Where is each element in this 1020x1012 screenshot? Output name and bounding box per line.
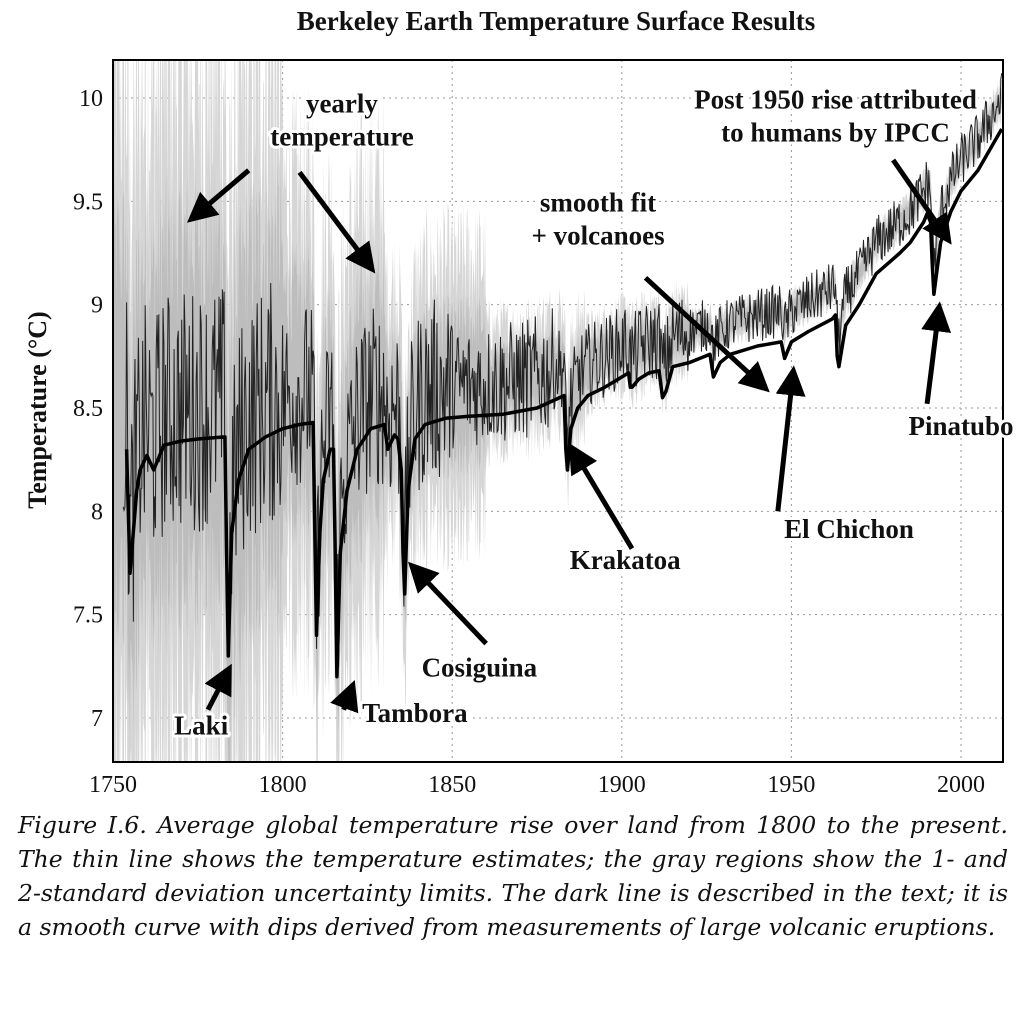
annotation-arrow [643,275,770,393]
x-tick-label: 1950 [767,772,815,798]
annotation-label: Krakatoa [570,545,681,575]
annotation-arrow [408,561,488,646]
x-tick-label: 1850 [428,772,476,798]
annotation-arrow [568,442,635,550]
annotation-halo: to humans by IPCC [721,117,950,147]
annotation-arrow [921,301,952,405]
y-tick-label: 7.5 [73,603,103,629]
annotation-halo: Cosiguina [422,653,538,683]
figure-caption: Figure I.6. Average global temperature r… [18,811,1008,941]
annotation-halo: Tambora [362,698,468,728]
annotation-halo: Laki [174,711,229,741]
annotation-arrow [186,168,251,223]
y-axis-label: Temperature (°C) [23,311,52,508]
y-tick-label: 10 [79,86,103,112]
annotation-label: to humans by IPCC [721,117,950,147]
y-tick-label: 9.5 [73,189,103,215]
y-tick-label: 7 [91,706,103,732]
chart-figure: Berkeley Earth Temperature Surface Resul… [23,6,1014,798]
annotation-arrow [297,170,376,274]
annotation-arrow [330,679,359,714]
annotation-label: yearly [306,88,378,118]
plot-frame [112,59,1004,763]
annotation-arrow [204,663,232,711]
annotation-label: Laki [174,711,229,741]
plot-area [113,60,1003,762]
chart-title: Berkeley Earth Temperature Surface Resul… [297,6,815,36]
annotation-halo: Krakatoa [570,545,681,575]
annotation-label: smooth fit [540,188,656,218]
y-tick-label: 8.5 [73,396,103,422]
annotation-label: Cosiguina [422,653,538,683]
y-tick-label: 8 [91,499,103,525]
smooth-fit-line [124,128,1003,679]
annotation-halo: smooth fit [540,188,656,218]
annotation-halo: temperature [270,122,413,152]
annotation-label: Tambora [362,698,468,728]
annotation-label: temperature [270,122,413,152]
annotation-arrow [891,158,952,245]
annotation-halo: + volcanoes [531,221,664,251]
annotation-arrow [775,365,806,512]
annotation-label: Pinatubo [908,411,1013,441]
annotation-halo: Pinatubo [908,411,1013,441]
annotation-halo: yearly [306,88,378,118]
x-tick-label: 1750 [89,772,137,798]
annotation-label: Post 1950 rise attributed [694,84,977,114]
x-tick-label: 2000 [937,772,985,798]
annotation-label: + volcanoes [531,221,664,251]
annotation-halo: Post 1950 rise attributed [694,84,977,114]
yearly-temperature-line [122,73,1003,668]
y-tick-label: 9 [91,293,103,319]
annotation-halo: El Chichon [784,514,914,544]
x-tick-label: 1800 [259,772,307,798]
x-tick-label: 1900 [598,772,646,798]
annotation-label: El Chichon [784,514,914,544]
